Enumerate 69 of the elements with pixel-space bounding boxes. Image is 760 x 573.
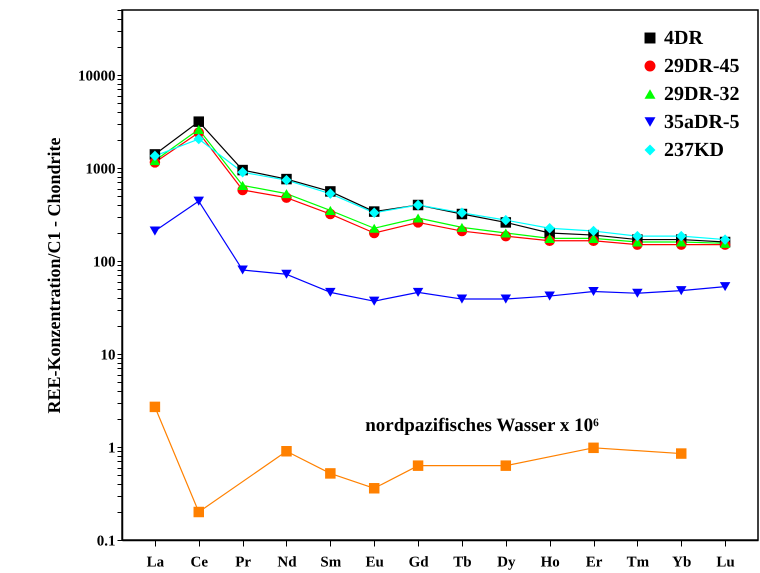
point: [500, 460, 512, 471]
point: [676, 230, 686, 242]
point: [632, 230, 643, 242]
point: [456, 222, 468, 232]
point: [368, 224, 380, 233]
point: [281, 270, 292, 279]
y-tick-label: 10000: [78, 68, 116, 85]
point: [720, 234, 730, 245]
point: [500, 214, 512, 226]
point: [412, 288, 424, 297]
point: [237, 167, 248, 178]
x-tick-label: Gd: [408, 554, 430, 570]
point: [194, 196, 204, 206]
point: [456, 294, 468, 304]
point: [588, 286, 599, 296]
point: [676, 448, 686, 459]
legend-label: 29DR-32: [664, 83, 740, 105]
x-tick-label: Dy: [497, 554, 516, 570]
point: [194, 116, 204, 127]
point: [588, 442, 599, 454]
point: [500, 294, 512, 304]
legend-label: 29DR-45: [664, 55, 740, 77]
point: [281, 446, 292, 456]
point: [588, 234, 599, 243]
x-tick-label: Tb: [453, 554, 472, 570]
x-tick-label: Ce: [190, 554, 208, 570]
point: [194, 134, 204, 144]
y-tick-label: 1000: [86, 162, 116, 178]
x-tick-label: Pr: [235, 554, 252, 570]
point: [676, 286, 686, 296]
x-tick-label: Yb: [672, 554, 692, 570]
legend-label: 237KD: [664, 139, 724, 161]
point: [368, 296, 380, 306]
annotation: nordpazifisches Wasser x 10⁶: [365, 415, 600, 436]
point: [544, 292, 555, 301]
y-tick-label: 1: [108, 440, 116, 456]
legend-label: 4DR: [664, 27, 704, 49]
point: [194, 124, 204, 134]
x-tick-label: Er: [586, 554, 603, 570]
point: [500, 228, 512, 238]
x-tick-label: Lu: [716, 554, 735, 570]
point: [325, 206, 336, 215]
point: [588, 226, 599, 236]
x-tick-label: Eu: [366, 554, 384, 570]
x-tick-label: La: [146, 554, 165, 570]
y-tick-label: 100: [93, 254, 116, 270]
point: [412, 460, 424, 471]
y-tick-label: 10: [100, 348, 116, 364]
point: [194, 506, 204, 518]
x-tick-label: Sm: [320, 554, 342, 570]
legend-label: 35aDR-5: [664, 111, 740, 133]
point: [281, 189, 292, 198]
point: [150, 226, 160, 236]
point: [325, 468, 336, 479]
point: [720, 282, 730, 292]
y-tick-label: 0.1: [96, 534, 116, 550]
point: [150, 402, 160, 412]
point: [368, 483, 380, 494]
point: [544, 234, 555, 243]
point: [325, 288, 336, 297]
x-tick-label: Nd: [277, 554, 298, 570]
point: [412, 213, 424, 223]
point: [632, 288, 643, 298]
point: [237, 265, 248, 275]
point: [237, 180, 248, 190]
x-tick-label: Tm: [626, 554, 650, 570]
y-axis-title: REE-Konzentration/C1 - Chondrite: [44, 137, 64, 414]
point: [544, 223, 555, 234]
x-tick-label: Ho: [540, 554, 560, 570]
